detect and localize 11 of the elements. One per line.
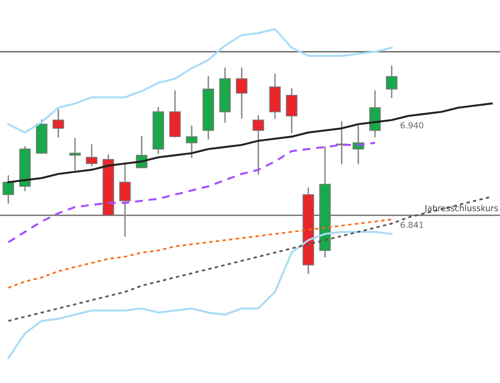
candlestick — [52, 109, 64, 138]
candlestick — [186, 126, 198, 158]
candlestick — [252, 115, 264, 175]
candlestick — [236, 68, 248, 119]
candlestick — [286, 88, 298, 134]
candlestick — [369, 90, 381, 138]
annotation: 6.841 — [400, 222, 424, 228]
candlestick — [386, 66, 398, 98]
annotation: 6.940 — [400, 122, 424, 128]
candlestick — [86, 144, 98, 166]
candlestick — [2, 175, 14, 204]
